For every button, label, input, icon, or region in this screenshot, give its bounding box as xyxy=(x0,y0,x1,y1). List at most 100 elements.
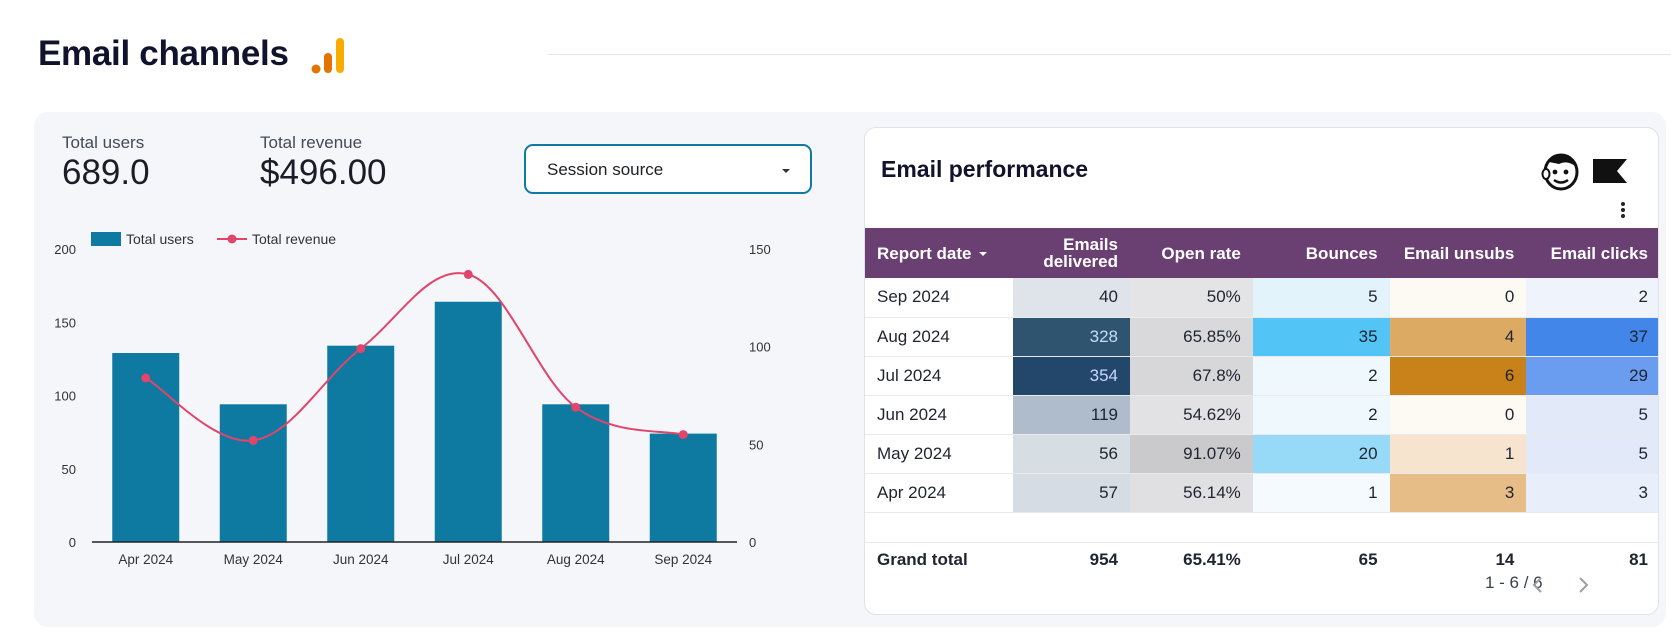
x-tick-label: May 2024 xyxy=(224,552,284,567)
legend-label-total-revenue: Total revenue xyxy=(252,231,336,247)
bounces-cell: 35 xyxy=(1252,317,1390,357)
report-date-cell: Sep 2024 xyxy=(865,278,1013,318)
point-total-revenue xyxy=(571,402,581,412)
legend-label-total-users: Total users xyxy=(126,231,194,247)
x-tick-label: Apr 2024 xyxy=(118,552,173,567)
session-source-dropdown[interactable]: Session source xyxy=(524,144,812,194)
open-rate-cell: 65.85% xyxy=(1129,317,1253,357)
header-divider xyxy=(548,54,1671,55)
open-rate-cell: 56.14% xyxy=(1129,473,1253,513)
total-revenue-value: $496.00 xyxy=(260,153,387,192)
y-right-tick-label: 50 xyxy=(749,437,763,452)
email-performance-card: Email performance Report date Emails del… xyxy=(864,127,1659,615)
x-tick-label: Jul 2024 xyxy=(443,552,495,567)
y-right-tick-label: 0 xyxy=(749,535,756,550)
table-row: Jul 2024 354 67.8% 2 6 29 xyxy=(865,356,1658,396)
clicks-cell: 5 xyxy=(1526,395,1658,435)
delivered-cell: 40 xyxy=(1012,278,1130,318)
flag-icon xyxy=(1593,159,1627,183)
report-date-cell: Jun 2024 xyxy=(865,395,1013,435)
point-total-revenue xyxy=(356,344,366,354)
total-revenue-label: Total revenue xyxy=(260,133,363,152)
total-users-value: 689.0 xyxy=(62,153,150,192)
table-row: Apr 2024 57 56.14% 1 3 3 xyxy=(865,473,1658,513)
point-total-revenue xyxy=(141,373,151,383)
delivered-cell: 56 xyxy=(1012,434,1130,474)
x-tick-label: Aug 2024 xyxy=(547,552,605,567)
open-rate-cell: 50% xyxy=(1129,278,1253,318)
report-date-cell: Apr 2024 xyxy=(865,473,1013,513)
column-header-email-clicks[interactable]: Email clicks xyxy=(1526,228,1658,278)
clicks-cell: 5 xyxy=(1526,434,1658,474)
open-rate-cell: 67.8% xyxy=(1129,356,1253,396)
session-source-label: Session source xyxy=(547,160,664,179)
delivered-cell: 57 xyxy=(1012,473,1130,513)
bounces-cell: 1 xyxy=(1252,473,1390,513)
bar-total-users xyxy=(649,433,717,542)
bounces-cell: 5 xyxy=(1252,278,1390,318)
column-header-bounces[interactable]: Bounces xyxy=(1252,228,1390,278)
spacer-cell xyxy=(1389,512,1527,543)
spacer-cell xyxy=(1526,512,1658,543)
clicks-cell: 37 xyxy=(1526,317,1658,357)
bar-total-users xyxy=(542,404,610,542)
table-row: May 2024 56 91.07% 20 1 5 xyxy=(865,434,1658,474)
users-revenue-chart: 0 50 100 150 200 0 50 100 150 Apr 2024 May 2024 Jun… xyxy=(34,230,854,620)
spacer-cell xyxy=(865,512,1013,543)
google-analytics-icon xyxy=(311,38,344,74)
point-total-revenue xyxy=(463,269,473,279)
mailchimp-icon xyxy=(1541,153,1579,191)
open-rate-cell: 91.07% xyxy=(1129,434,1253,474)
x-tick-label: Sep 2024 xyxy=(654,552,712,567)
table-row: Sep 2024 40 50% 5 0 2 xyxy=(865,278,1658,318)
open-rate-cell: 54.62% xyxy=(1129,395,1253,435)
report-date-cell: Jul 2024 xyxy=(865,356,1013,396)
bar-total-users xyxy=(327,345,395,542)
column-header-email-unsubs[interactable]: Email unsubs xyxy=(1389,228,1527,278)
y-left-tick-label: 50 xyxy=(62,462,76,477)
spacer-cell xyxy=(1012,512,1130,543)
y-right-tick-label: 150 xyxy=(749,242,771,257)
email-performance-table: Report date Emails delivered Open rate B… xyxy=(865,228,1658,578)
bar-total-users xyxy=(112,353,180,542)
point-total-revenue xyxy=(678,430,688,440)
bar-total-users xyxy=(434,301,502,542)
more-options-icon[interactable] xyxy=(1615,200,1631,224)
delivered-cell: 328 xyxy=(1012,317,1130,357)
report-date-cell: Aug 2024 xyxy=(865,317,1013,357)
bounces-cell: 20 xyxy=(1252,434,1390,474)
grand-total-clicks-cell: 81 xyxy=(1526,542,1658,578)
caret-down-icon xyxy=(782,169,790,173)
column-header-emails-delivered[interactable]: Emails delivered xyxy=(1012,228,1130,278)
unsubs-cell: 6 xyxy=(1389,356,1527,396)
next-page-icon[interactable] xyxy=(1574,574,1592,596)
y-left-tick-label: 150 xyxy=(54,315,76,330)
grand-total-label-cell: Grand total xyxy=(865,542,1013,578)
unsubs-cell: 4 xyxy=(1389,317,1527,357)
y-left-tick-label: 100 xyxy=(54,389,76,404)
pagination-text: 1 - 6 / 6 xyxy=(1485,573,1543,592)
grand-total-delivered-cell: 954 xyxy=(1012,542,1130,578)
x-tick-label: Jun 2024 xyxy=(333,552,389,567)
bounces-cell: 2 xyxy=(1252,356,1390,396)
bounces-cell: 2 xyxy=(1252,395,1390,435)
column-header-open-rate[interactable]: Open rate xyxy=(1129,228,1253,278)
unsubs-cell: 0 xyxy=(1389,278,1527,318)
table-spacer-row xyxy=(865,512,1658,543)
spacer-cell xyxy=(1252,512,1390,543)
legend-swatch-total-users xyxy=(91,232,121,246)
grand-total-open-rate-cell: 65.41% xyxy=(1129,542,1253,578)
total-users-label: Total users xyxy=(62,133,145,152)
column-header-report-date[interactable]: Report date xyxy=(865,228,1013,278)
bar-total-users xyxy=(219,404,287,542)
clicks-cell: 2 xyxy=(1526,278,1658,318)
grand-total-bounces-cell: 65 xyxy=(1252,542,1390,578)
legend-dot-total-revenue xyxy=(227,234,237,244)
combo-chart-svg: 0 50 100 150 200 0 50 100 150 Apr 2024 May 2024 Jun… xyxy=(54,231,771,567)
table-row: Aug 2024 328 65.85% 35 4 37 xyxy=(865,317,1658,357)
page-title: Email channels xyxy=(38,34,289,73)
prev-page-icon[interactable] xyxy=(1529,574,1547,596)
table-header-row: Report date Emails delivered Open rate B… xyxy=(865,228,1658,278)
y-right-tick-label: 100 xyxy=(749,340,771,355)
delivered-cell: 119 xyxy=(1012,395,1130,435)
